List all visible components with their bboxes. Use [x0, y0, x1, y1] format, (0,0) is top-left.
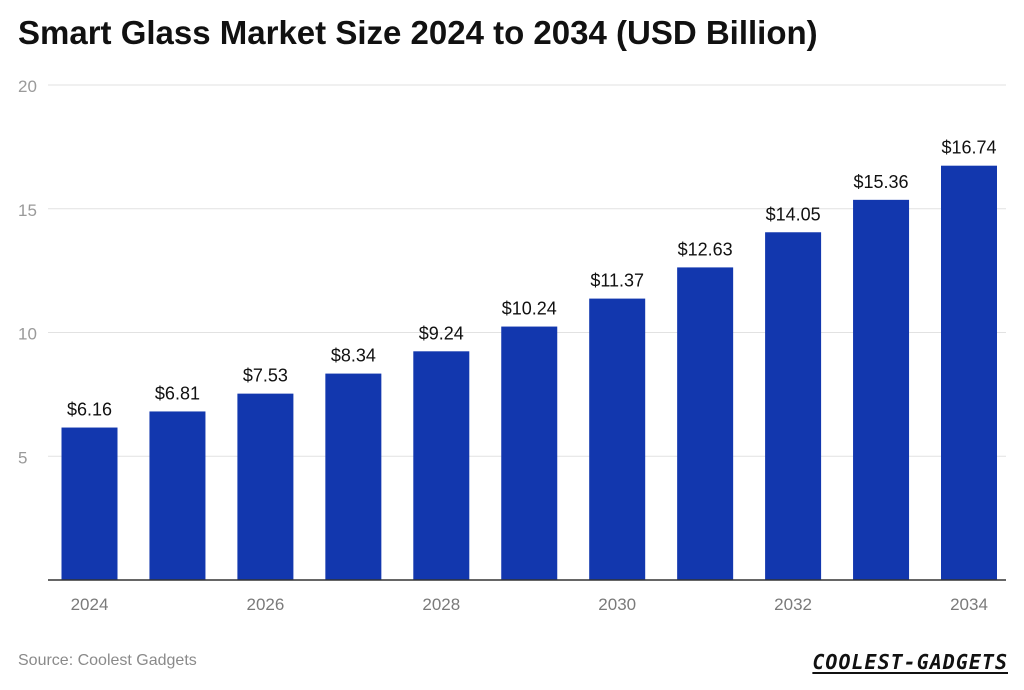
data-label: $10.24 [502, 299, 557, 319]
x-axis-ticks: 2024 2026 2028 2030 2032 2034 [71, 595, 988, 614]
x-tick-label: 2028 [422, 595, 460, 614]
y-axis-ticks: 5 10 15 20 [18, 77, 37, 467]
bar-2024 [61, 427, 118, 580]
brand-logo: COOLEST-GADGETS [812, 650, 1008, 674]
bar-2027 [325, 373, 382, 580]
bar-2026 [237, 393, 294, 580]
bar-2034 [941, 165, 997, 580]
data-labels: $6.16 $6.81 $7.53 $8.34 $9.24 $10.24 $11.37 $12… [67, 138, 997, 420]
bar-2032 [765, 232, 822, 580]
y-tick-label: 5 [18, 448, 27, 467]
brand-logo-text: COOLEST-GADGETS [812, 650, 1008, 674]
y-tick-label: 10 [18, 325, 37, 344]
bar-2028 [413, 351, 470, 580]
bar-2029 [501, 326, 558, 580]
bar-2031 [677, 267, 734, 580]
source-note: Source: Coolest Gadgets [18, 652, 197, 669]
data-label: $6.16 [67, 400, 112, 420]
bar-2033 [853, 199, 910, 580]
bar-2025 [149, 411, 206, 580]
data-label: $12.63 [678, 239, 733, 259]
chart-title: Smart Glass Market Size 2024 to 2034 (US… [18, 14, 818, 51]
x-tick-label: 2024 [71, 595, 109, 614]
data-label: $6.81 [155, 383, 200, 403]
data-label: $9.24 [419, 323, 464, 343]
data-label: $7.53 [243, 366, 288, 386]
x-tick-label: 2026 [246, 595, 284, 614]
data-label: $11.37 [590, 271, 644, 291]
data-label: $8.34 [331, 346, 376, 366]
bar-2030 [589, 298, 646, 580]
x-tick-label: 2034 [950, 595, 988, 614]
bars [61, 165, 997, 580]
x-tick-label: 2030 [598, 595, 636, 614]
data-label: $16.74 [941, 138, 996, 158]
x-tick-label: 2032 [774, 595, 812, 614]
data-label: $14.05 [766, 204, 821, 224]
y-tick-label: 15 [18, 201, 37, 220]
data-label: $15.36 [854, 172, 909, 192]
y-tick-label: 20 [18, 77, 37, 96]
